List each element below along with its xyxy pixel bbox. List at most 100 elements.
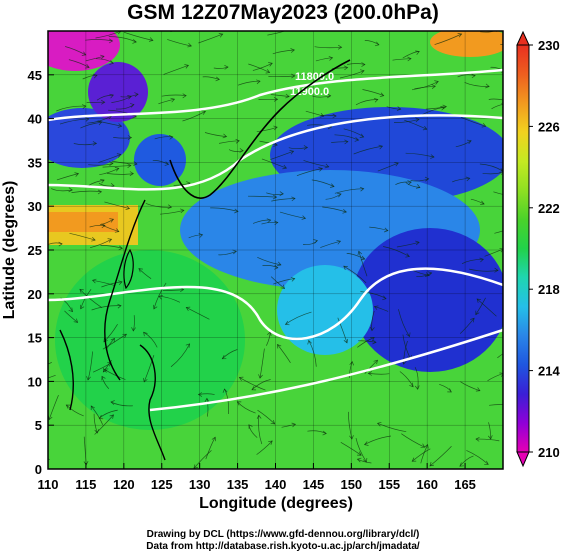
streamline-arrowhead: [266, 218, 272, 224]
streamline-arrowhead: [238, 376, 244, 381]
x-tick-label: 150: [340, 477, 362, 492]
streamline: [48, 361, 52, 365]
streamline: [334, 134, 359, 141]
streamline-arrowhead: [234, 208, 239, 214]
streamline: [270, 94, 290, 97]
streamline: [398, 309, 410, 337]
streamline: [56, 173, 79, 181]
streamline: [476, 298, 497, 317]
streamline-arrowhead: [356, 457, 362, 463]
streamline: [325, 193, 342, 200]
streamline: [251, 379, 271, 391]
y-tick-label: 20: [28, 287, 42, 302]
streamline: [362, 89, 384, 97]
streamline: [108, 109, 137, 118]
streamline-arrowhead: [431, 84, 436, 89]
streamline: [461, 258, 484, 265]
streamline-arrowhead: [360, 69, 365, 74]
streamline: [402, 334, 411, 360]
streamline: [475, 438, 500, 442]
streamline: [340, 441, 362, 456]
streamline: [383, 246, 410, 257]
streamline: [475, 297, 486, 315]
streamline-arrowhead: [148, 37, 154, 42]
streamline-arrowhead: [215, 76, 220, 82]
streamline: [261, 221, 278, 225]
y-tick-label: 5: [35, 418, 42, 433]
streamline-arrowhead: [68, 187, 73, 193]
streamline: [257, 409, 275, 425]
streamline: [89, 224, 106, 228]
streamline: [252, 219, 271, 224]
streamline-arrowhead: [434, 80, 439, 85]
streamline: [143, 331, 158, 348]
streamline: [339, 70, 365, 79]
streamline-arrowhead: [467, 139, 472, 145]
streamline: [494, 230, 503, 234]
streamline-arrowhead: [415, 50, 420, 55]
streamline-arrowhead: [427, 271, 433, 276]
streamline-arrowhead: [354, 137, 360, 142]
streamline-arrowhead: [485, 83, 490, 89]
colorbar-tick-label: 214: [538, 364, 560, 379]
streamline: [305, 110, 324, 117]
streamline: [411, 81, 439, 91]
streamline-arrowhead: [91, 236, 96, 242]
streamline-arrowhead: [101, 99, 106, 105]
streamline-arrowhead: [322, 430, 327, 436]
streamline-arrowhead: [251, 386, 257, 391]
streamline: [170, 343, 190, 368]
streamline: [416, 272, 432, 277]
streamline: [377, 162, 399, 172]
streamline: [479, 163, 503, 172]
streamline-arrowhead: [291, 73, 296, 79]
streamline: [497, 353, 503, 359]
streamline: [377, 422, 407, 433]
streamline: [237, 80, 261, 86]
streamline-arrowhead: [415, 240, 420, 246]
streamline: [331, 141, 348, 143]
streamline-arrowhead: [414, 385, 420, 390]
streamline: [99, 409, 118, 419]
streamline-arrowhead: [273, 125, 278, 131]
streamline-arrowhead: [108, 38, 114, 44]
streamline: [434, 33, 462, 45]
cold-core-northwest: [88, 62, 148, 122]
indochina-coastline: [59, 329, 74, 411]
streamline: [97, 120, 122, 127]
streamline: [167, 39, 192, 47]
streamline-arrowhead: [97, 189, 103, 195]
streamline: [153, 282, 167, 309]
streamline-arrowhead: [424, 443, 429, 449]
streamline: [343, 265, 367, 284]
streamline: [95, 31, 122, 39]
streamline: [258, 415, 263, 445]
streamline: [213, 66, 229, 69]
streamline-arrowhead: [324, 163, 330, 169]
warm-blob-northeast: [430, 31, 503, 57]
x-tick-label: 130: [189, 477, 211, 492]
streamline-arrowhead: [37, 447, 41, 451]
streamline-arrowhead: [265, 69, 271, 74]
streamline-arrowhead: [85, 63, 90, 69]
streamline: [343, 128, 364, 138]
streamline: [98, 154, 121, 163]
x-tick-label: 145: [303, 477, 325, 492]
streamline: [322, 206, 347, 213]
streamline: [71, 190, 102, 193]
streamline: [488, 98, 503, 101]
streamline-arrowhead: [290, 277, 296, 282]
streamline: [96, 94, 114, 101]
streamline-arrowhead: [480, 200, 485, 206]
streamline: [271, 198, 296, 202]
streamline-arrowhead: [270, 419, 276, 425]
streamline-arrowhead: [114, 228, 120, 233]
streamline-arrowhead: [201, 110, 207, 115]
streamline-arrowhead: [109, 414, 114, 419]
streamline: [107, 173, 134, 175]
streamline-arrowhead: [359, 186, 365, 192]
streamline-arrowhead: [248, 424, 253, 429]
x-tick-label: 110: [38, 477, 59, 492]
streamline-arrowhead: [475, 387, 481, 392]
